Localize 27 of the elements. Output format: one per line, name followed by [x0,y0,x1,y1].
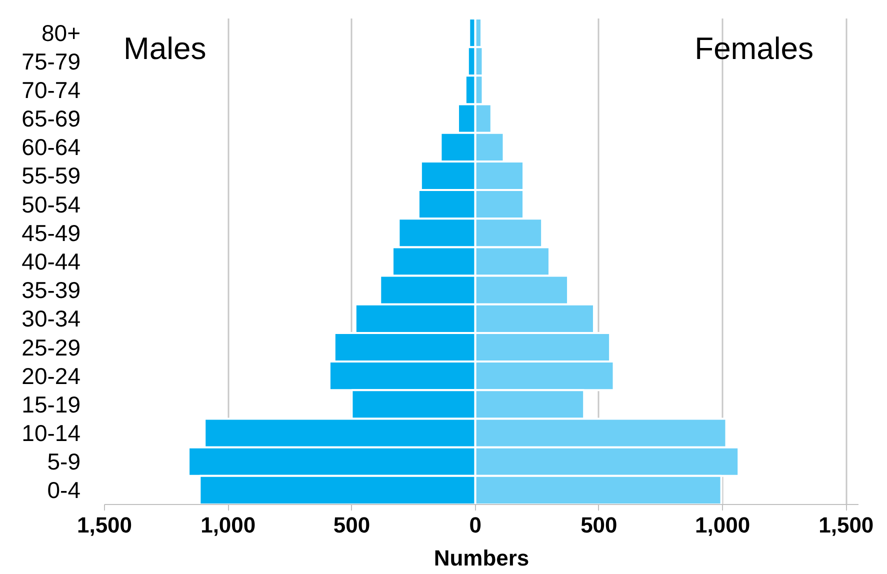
y-tick-label: 40-44 [22,248,81,274]
y-tick-label: 15-19 [22,391,81,418]
x-tick-label: 500 [333,512,370,538]
y-tick-label: 70-74 [22,76,81,103]
y-tick-label: 5-9 [47,448,81,475]
x-tick-label: 500 [580,512,618,538]
y-tick-label: 20-24 [22,362,81,389]
annotation: Males [124,31,206,66]
y-tick-label: 65-69 [22,106,81,132]
y-tick-label: 50-54 [22,191,81,218]
y-tick-label: 80+ [41,20,80,46]
y-tick-label: 45-49 [22,220,81,246]
x-tick-label: 1,000 [695,512,750,538]
y-tick-label: 35-39 [22,277,81,304]
y-tick-label: 10-14 [22,420,81,446]
y-tick-label: 0-4 [47,477,81,504]
y-tick-label: 55-59 [22,162,81,189]
y-tick-label: 30-34 [22,306,81,332]
y-tick-label: 60-64 [22,134,81,160]
x-tick-label: 0 [469,512,482,538]
annotation: Females [694,31,814,66]
y-tick-label: 75-79 [22,48,81,74]
x-tick-label: 1,500 [818,512,874,538]
y-tick-label: 25-29 [22,334,81,360]
x-tick-label: 1,000 [200,512,256,538]
x-axis-title: Numbers [434,546,530,570]
x-tick-label: 1,500 [76,512,132,538]
